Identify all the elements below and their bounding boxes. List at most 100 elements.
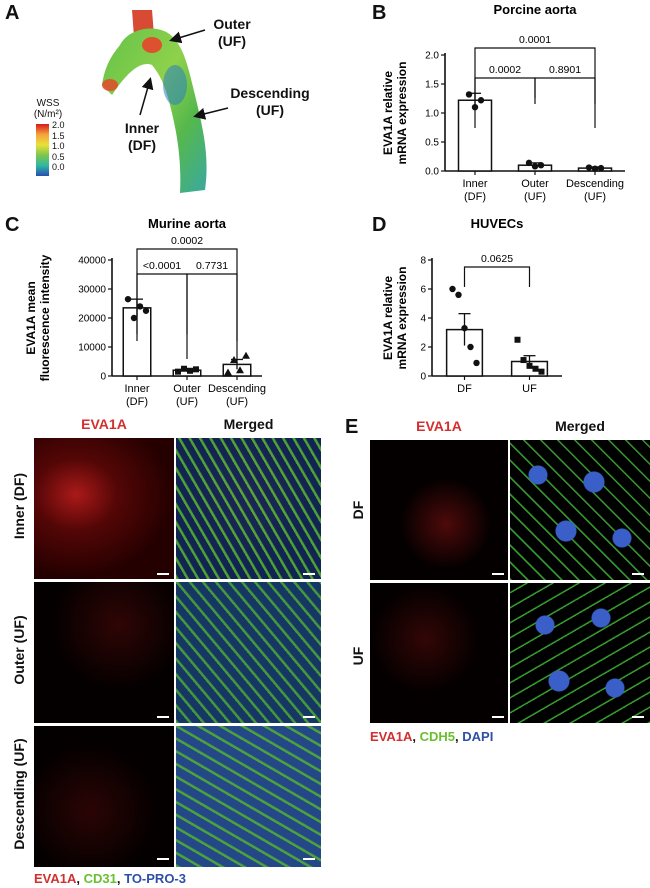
- micrograph-descending-merged: [176, 726, 321, 867]
- colorbar-gradient: [36, 124, 49, 176]
- panel-c-row-inner: Inner (DF): [11, 472, 27, 540]
- significance-bracket: [136, 248, 238, 341]
- panel-label-b: B: [372, 2, 387, 24]
- data-point: [455, 291, 462, 298]
- scale-bar: [492, 716, 504, 718]
- micrograph-outer-merged: [176, 582, 321, 723]
- annotation-outer: Outer (UF): [200, 16, 264, 50]
- p-value-label: 0.7731: [196, 260, 228, 272]
- chart-b: Porcine aorta EVA1A relativemRNA expressi…: [381, 2, 625, 203]
- micrograph-df-merged: [510, 440, 650, 580]
- data-point: [465, 91, 473, 98]
- colorbar-title-line2: (N/m²): [33, 109, 63, 120]
- significance-bracket: [186, 273, 238, 359]
- data-point: [467, 343, 474, 351]
- scale-bar: [632, 573, 644, 575]
- chart-c: Murine aorta EVA1A meanfluorescence inten…: [24, 216, 266, 408]
- data-point: [514, 336, 521, 343]
- micrograph-outer-eva1a: [34, 582, 174, 723]
- y-tick-label: 4: [420, 314, 426, 325]
- significance-bracket: [474, 47, 596, 128]
- x-tick-label: Outer: [521, 178, 549, 190]
- x-tick-label: (DF): [464, 191, 486, 203]
- y-axis-label-line2: mRNA expression: [395, 62, 409, 165]
- panel-e-col-eva1a: EVA1A: [416, 418, 462, 434]
- chart-title: Porcine aorta: [493, 2, 577, 17]
- data-point: [449, 285, 456, 293]
- wss-colorbar: WSS (N/m²) 2.0 1.5 1.0 0.5 0.0: [28, 98, 88, 188]
- arrow-descending: [193, 107, 229, 120]
- legend-dapi: DAPI: [462, 729, 494, 744]
- x-tick-label: (UF): [524, 191, 546, 203]
- legend-cd31: CD31: [83, 871, 117, 886]
- p-value-label: 0.0002: [489, 64, 521, 76]
- y-axis-label-line1: EVA1A relative: [381, 276, 395, 360]
- aorta-patch: [163, 65, 187, 105]
- legend-to-pro-3: TO-PRO-3: [124, 871, 186, 886]
- colorbar-title-line1: WSS: [36, 98, 60, 109]
- data-point: [242, 351, 250, 359]
- data-point: [175, 368, 181, 375]
- data-point: [531, 163, 539, 170]
- y-tick-label: 6: [420, 285, 426, 296]
- panel-c-row-descending: Descending (UF): [11, 738, 27, 850]
- x-tick-label: Descending: [566, 178, 624, 190]
- micrograph-uf-eva1a: [370, 583, 508, 723]
- annotation-descending-line2: (UF): [256, 102, 284, 118]
- p-value-label: <0.0001: [143, 260, 181, 272]
- panel-c-legend: EVA1A, CD31, TO-PRO-3: [34, 870, 186, 888]
- y-tick-label: 40000: [78, 256, 106, 267]
- y-tick-label: 0.5: [425, 138, 439, 149]
- annotation-arrows: [139, 29, 229, 120]
- colorbar-tick: 0.5: [52, 151, 65, 162]
- scale-bar: [157, 573, 169, 575]
- panel-c-col-eva1a: EVA1A: [81, 416, 127, 432]
- micrograph-inner-eva1a: [34, 438, 174, 579]
- data-point: [473, 359, 480, 367]
- data-point: [525, 159, 533, 167]
- y-tick-label: 2.0: [425, 51, 439, 62]
- legend-eva1a: EVA1A: [34, 871, 77, 886]
- legend-cdh5: CDH5: [419, 729, 456, 744]
- aorta-hotspot-inner: [102, 79, 118, 91]
- data-point: [193, 366, 199, 373]
- annotation-inner-line2: (DF): [128, 137, 156, 153]
- chart-title: HUVECs: [471, 216, 524, 231]
- arrow-inner: [139, 77, 154, 116]
- annotation-outer-line1: Outer: [213, 16, 251, 32]
- significance-bracket: [534, 77, 596, 104]
- data-point: [224, 368, 232, 376]
- x-tick-label: (DF): [126, 396, 148, 408]
- data-point: [537, 162, 545, 169]
- y-axis-label: EVA1A relativemRNA expression: [381, 267, 409, 370]
- data-point: [477, 97, 485, 104]
- panel-e-row-uf: UF: [350, 646, 366, 666]
- y-tick-label: 20000: [78, 314, 106, 325]
- data-point: [187, 367, 193, 374]
- scale-bar: [303, 716, 315, 718]
- data-point: [591, 165, 599, 172]
- data-point: [520, 357, 527, 364]
- y-axis-label: EVA1A relativemRNA expression: [381, 62, 409, 165]
- legend-sep: ,: [455, 729, 463, 744]
- micrograph-uf-merged: [510, 583, 650, 723]
- scale-bar: [303, 858, 315, 860]
- y-tick-label: 10000: [78, 343, 106, 354]
- chart-title: Murine aorta: [148, 216, 227, 231]
- annotation-descending-line1: Descending: [230, 85, 310, 101]
- data-point: [526, 362, 533, 369]
- legend-sep: ,: [116, 871, 125, 886]
- data-point: [142, 307, 150, 314]
- panel-c-row-outer: Outer (UF): [11, 615, 27, 685]
- colorbar-tick: 0.0: [52, 162, 65, 172]
- y-tick-label: 1.5: [425, 80, 439, 91]
- scale-bar: [492, 573, 504, 575]
- panel-e-row-df: DF: [350, 500, 366, 520]
- panel-label-c: C: [5, 214, 20, 236]
- x-tick-label: DF: [457, 383, 472, 395]
- data-point: [538, 368, 545, 375]
- data-point: [236, 366, 244, 374]
- micrograph-descending-eva1a: [34, 726, 174, 867]
- micrograph-inner-merged: [176, 438, 321, 579]
- y-tick-label: 0: [420, 372, 426, 383]
